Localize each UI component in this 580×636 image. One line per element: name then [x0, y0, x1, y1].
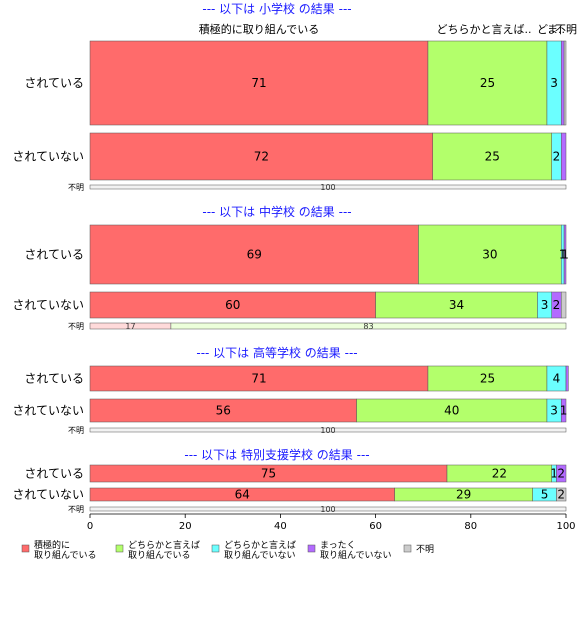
bar-value-label: 2 [553, 298, 561, 312]
top-segment-label: ど.. [537, 23, 555, 36]
bar-segment [170, 322, 567, 330]
bar-segment [89, 132, 433, 181]
bar-segment [565, 365, 569, 392]
bar-value-label: 5 [541, 488, 549, 502]
legend-swatch [21, 544, 30, 553]
row-label: されていない [12, 150, 84, 164]
x-tick-label: 40 [274, 521, 287, 532]
bar-value-label: 4 [553, 372, 561, 386]
legend-swatch [403, 544, 412, 553]
legend-label: 積極的に取り組んでいる [34, 539, 97, 561]
bar-value-label: 2 [553, 150, 561, 164]
legend-label: まったく取り組んでいない [320, 540, 392, 561]
top-segment-label: ま.. [547, 23, 565, 36]
bar-segment [560, 40, 565, 126]
bar-value-label: 1 [550, 467, 558, 481]
bar-segment [89, 427, 567, 433]
top-segment-label: どちらかと言えば.. [437, 23, 532, 36]
legend-label: どちらかと言えば取り組んでいる [128, 539, 200, 561]
legend-swatch [211, 544, 220, 553]
section-title: --- 以下は 特別支援学校 の結果 --- [184, 447, 369, 462]
bar-segment [427, 365, 548, 392]
bar-value-label: 29 [456, 488, 471, 502]
bar-value-label: 2 [557, 488, 565, 502]
row-label: されている [24, 372, 84, 386]
bar-value-label: 3 [550, 404, 558, 418]
bar-segment [560, 291, 567, 319]
bar-segment [375, 291, 538, 319]
bar-value-label: 60 [225, 298, 240, 312]
bar-value-label: 30 [482, 248, 497, 262]
bar-value-label: 25 [480, 372, 495, 386]
bar-value-label: 72 [254, 150, 269, 164]
bar-segment [89, 506, 567, 512]
bar-segment [560, 132, 567, 181]
legend-swatch [115, 544, 124, 553]
bar-segment [89, 40, 429, 126]
x-tick-label: 80 [464, 521, 477, 532]
legend-label: 不明 [416, 544, 434, 555]
bar-segment [563, 224, 567, 285]
bar-value-label: 1 [560, 404, 568, 418]
bar-value-label: 3 [541, 298, 549, 312]
row-label: 不明 [68, 505, 84, 514]
bar-value-label: 1 [561, 248, 569, 262]
bar-segment [89, 291, 376, 319]
row-label: 不明 [68, 426, 84, 435]
bar-value-label: 75 [261, 467, 276, 481]
bar-value-label: 100 [320, 183, 335, 192]
row-label: されている [24, 467, 84, 481]
top-segment-label: 積極的に取り組んでいる [199, 22, 319, 36]
section-title: --- 以下は 高等学校 の結果 --- [196, 345, 357, 360]
bar-value-label: 69 [247, 248, 262, 262]
bar-value-label: 83 [363, 322, 373, 331]
row-label: されていない [12, 404, 84, 418]
bar-segment [418, 224, 562, 285]
bar-segment [563, 40, 567, 126]
x-tick-label: 100 [556, 521, 575, 532]
row-label: 不明 [68, 183, 84, 192]
bar-value-label: 56 [216, 404, 231, 418]
bar-value-label: 71 [251, 76, 266, 90]
bar-segment [556, 487, 567, 502]
section-title: --- 以下は 中学校 の結果 --- [202, 204, 351, 219]
row-label: されていない [12, 488, 84, 502]
top-segment-label: 不明 [555, 23, 577, 36]
row-label: されていない [12, 298, 84, 312]
bar-value-label: 2 [557, 467, 565, 481]
row-label: 不明 [68, 322, 84, 331]
bar-value-label: 3 [550, 76, 558, 90]
bar-value-label: 64 [235, 488, 250, 502]
x-tick-label: 0 [87, 521, 93, 532]
bar-value-label: 100 [320, 505, 335, 514]
legend-label: どちらかと言えば取り組んでいない [224, 539, 296, 561]
bar-value-label: 40 [444, 404, 459, 418]
bar-value-label: 22 [492, 467, 507, 481]
bar-segment [556, 464, 567, 483]
bar-value-label: 25 [480, 76, 495, 90]
bar-value-label: 34 [449, 298, 464, 312]
bar-value-label: 25 [485, 150, 500, 164]
bar-segment [89, 184, 567, 190]
x-tick-label: 60 [369, 521, 382, 532]
bar-value-label: 100 [320, 426, 335, 435]
bar-value-label: 71 [251, 372, 266, 386]
legend-swatch [307, 544, 316, 553]
bar-segment [560, 398, 567, 423]
x-tick-label: 20 [179, 521, 192, 532]
bar-value-label: 17 [125, 322, 135, 331]
row-label: されている [24, 248, 84, 262]
bar-segment [89, 365, 429, 392]
section-title: --- 以下は 小学校 の結果 --- [202, 1, 351, 16]
row-label: されている [24, 76, 84, 90]
bar-value-label: 1 [559, 248, 567, 262]
